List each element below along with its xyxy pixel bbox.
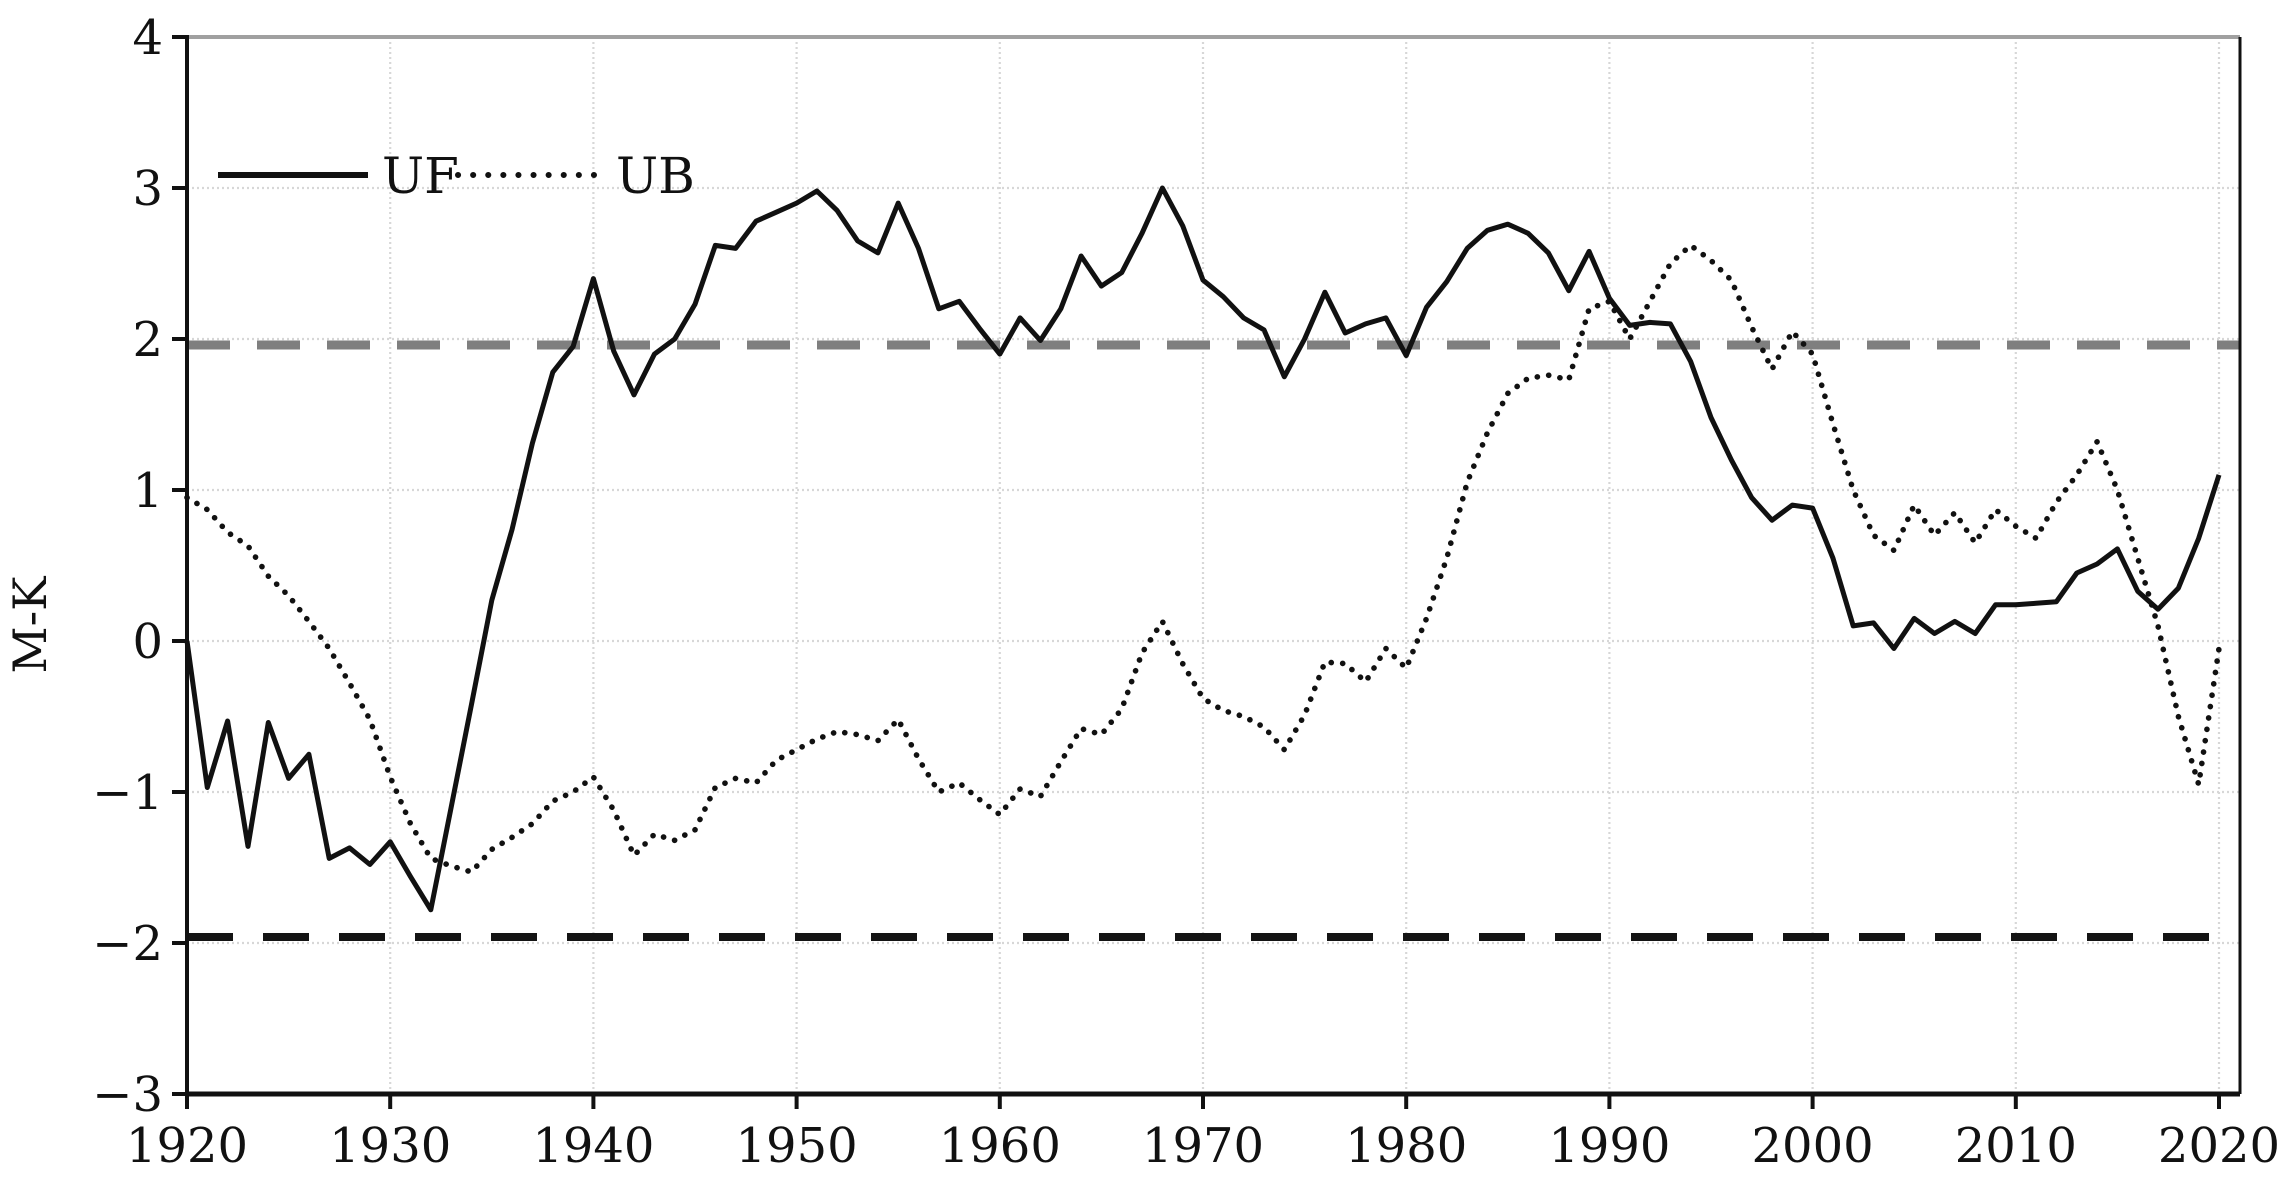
x-tick-label: 2010 bbox=[1955, 1118, 2077, 1174]
legend-uf-label: UF bbox=[382, 147, 459, 205]
x-tick-label: 2020 bbox=[2158, 1118, 2280, 1174]
axes bbox=[185, 35, 2242, 1097]
x-tick-label: 1970 bbox=[1142, 1118, 1264, 1174]
x-tick-label: 1990 bbox=[1548, 1118, 1670, 1174]
uf-series-line bbox=[184, 185, 2222, 913]
x-tick-label: 1980 bbox=[1345, 1118, 1467, 1174]
x-tick-label: 1930 bbox=[329, 1118, 451, 1174]
y-tick-label: 3 bbox=[132, 161, 163, 217]
y-tick-label: −2 bbox=[92, 916, 163, 972]
x-tick-labels: 1920 1930 1940 1950 1960 1970 1980 1990 2000 2010… bbox=[126, 1118, 2280, 1174]
y-tick-label: −1 bbox=[92, 765, 163, 821]
y-tick-labels: 4 3 2 1 0 −1 −2 −3 bbox=[92, 10, 163, 1123]
x-tick-label: 1920 bbox=[126, 1118, 248, 1174]
x-tick-label: 2000 bbox=[1752, 1118, 1874, 1174]
legend: UF UB bbox=[218, 147, 695, 205]
y-tick-label: 1 bbox=[132, 463, 163, 519]
y-axis-title: M-K bbox=[3, 575, 57, 674]
y-tick-label: 4 bbox=[132, 10, 163, 66]
x-tick-label: 1940 bbox=[532, 1118, 654, 1174]
y-tick-label: 0 bbox=[132, 614, 163, 670]
legend-ub-label: UB bbox=[616, 147, 695, 205]
axis-ticks bbox=[172, 35, 2221, 1109]
y-tick-label: 2 bbox=[132, 312, 163, 368]
x-tick-label: 1960 bbox=[939, 1118, 1061, 1174]
x-tick-label: 1950 bbox=[736, 1118, 858, 1174]
y-tick-label: −3 bbox=[92, 1067, 163, 1123]
